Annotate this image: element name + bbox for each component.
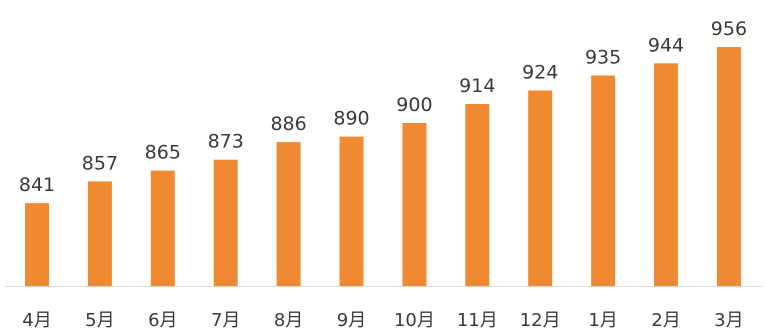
value-label-3: 865 — [145, 142, 181, 164]
x-tick-label-6: 9月 — [337, 310, 366, 331]
x-tick-label-8: 11月 — [457, 310, 498, 331]
x-tick-label-4: 7月 — [211, 310, 240, 331]
value-label-7: 900 — [396, 94, 432, 116]
bar-9 — [528, 90, 553, 286]
bar-10 — [591, 75, 616, 286]
x-tick-label-7: 10月 — [394, 310, 435, 331]
x-tick-label-5: 8月 — [274, 310, 303, 331]
value-label-11: 944 — [648, 34, 684, 56]
x-tick-label-9: 12月 — [520, 310, 561, 331]
value-label-4: 873 — [208, 131, 244, 153]
bar-12 — [716, 47, 741, 286]
bars-group — [25, 47, 741, 286]
bar-8 — [465, 104, 490, 286]
value-label-2: 857 — [82, 152, 118, 174]
x-tick-label-12: 3月 — [714, 310, 743, 331]
x-tick-label-3: 6月 — [148, 310, 177, 331]
bar-4 — [213, 159, 238, 286]
x-tick-label-1: 4月 — [22, 310, 51, 331]
bar-3 — [150, 170, 175, 286]
x-tick-label-11: 2月 — [651, 310, 680, 331]
bar-1 — [25, 203, 49, 286]
x-tick-label-2: 5月 — [85, 310, 114, 331]
bar-5 — [276, 142, 301, 286]
value-label-12: 956 — [711, 18, 747, 40]
value-label-1: 841 — [19, 174, 55, 196]
x-tick-labels-group: 4月 5月 6月 7月 8月 9月 10月 11月 12月 1月 2月 3月 — [22, 310, 743, 331]
bar-11 — [654, 63, 678, 286]
bar-7 — [402, 123, 427, 286]
bar-6 — [339, 136, 364, 286]
value-label-9: 924 — [522, 62, 558, 84]
value-label-8: 914 — [459, 75, 495, 97]
value-label-5: 886 — [270, 113, 306, 135]
value-labels-group: 841 857 865 873 886 890 900 914 924 935 944 956 — [19, 18, 747, 196]
value-label-10: 935 — [585, 47, 621, 69]
x-tick-label-10: 1月 — [588, 310, 617, 331]
value-label-6: 890 — [333, 108, 369, 130]
bar-2 — [87, 181, 112, 286]
